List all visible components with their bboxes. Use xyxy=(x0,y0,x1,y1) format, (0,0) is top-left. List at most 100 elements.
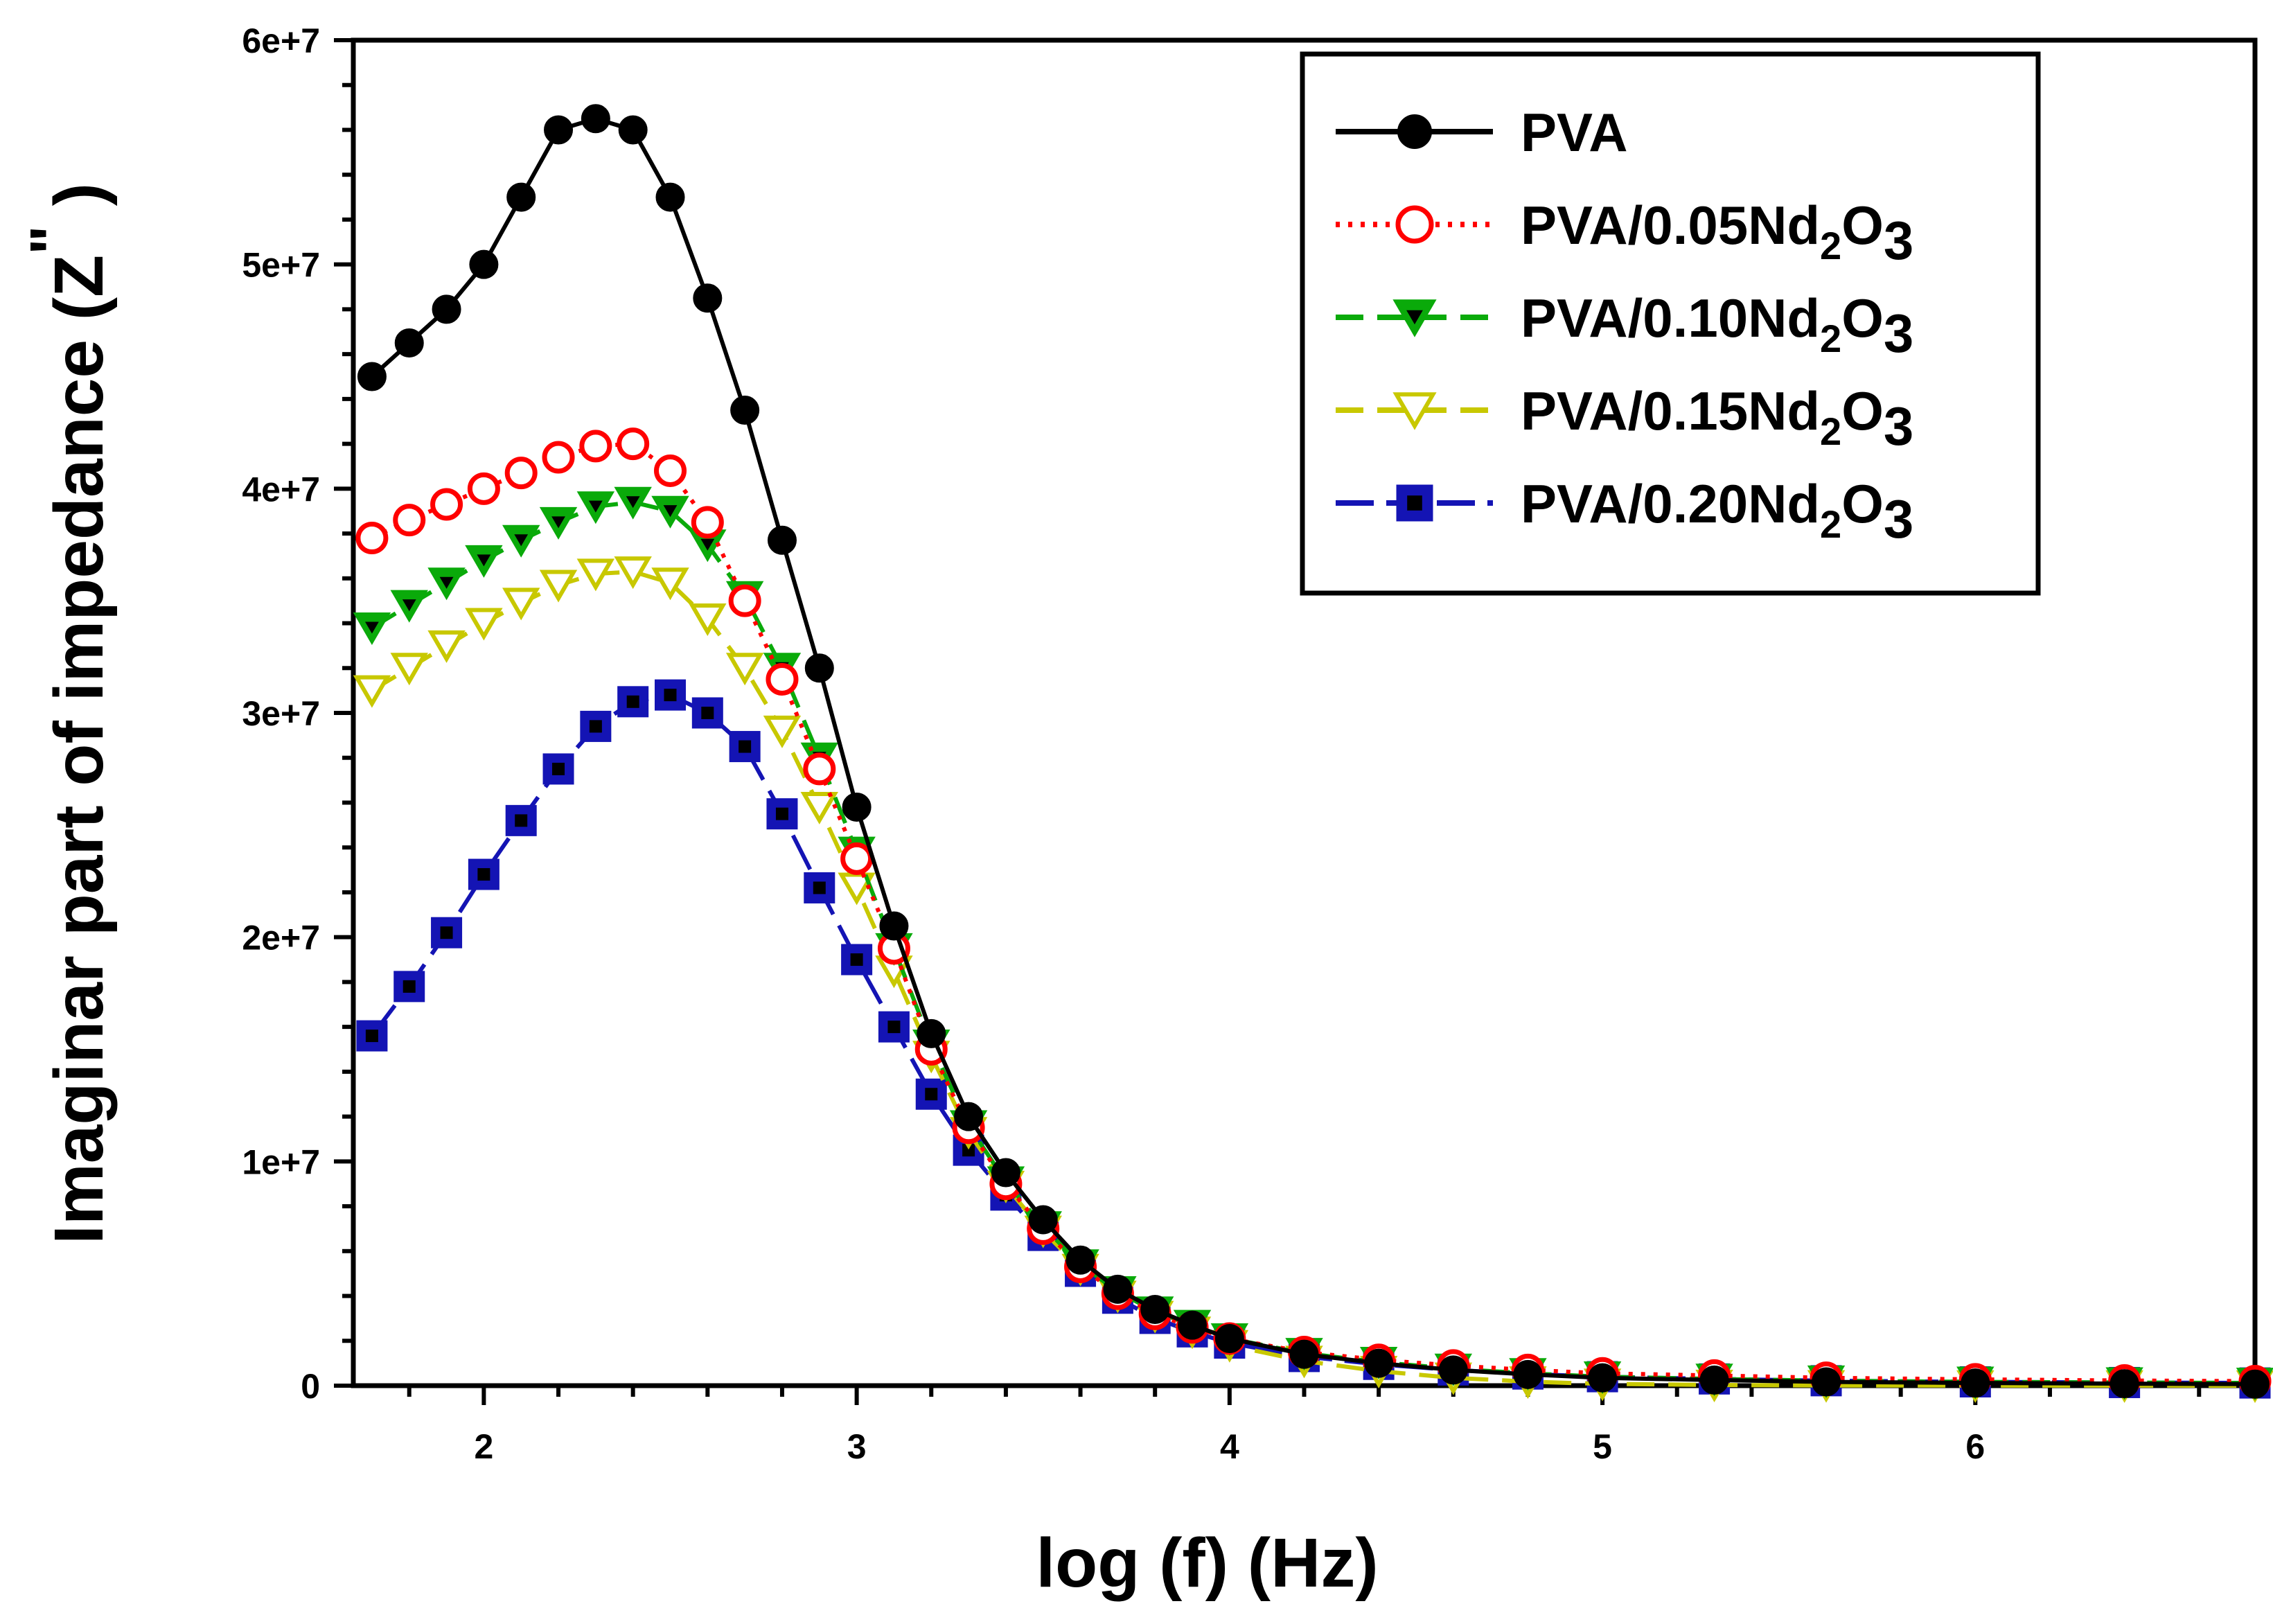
series-line xyxy=(371,570,2256,1388)
legend-label-sub2: 3 xyxy=(1884,396,1913,457)
data-point xyxy=(1214,1324,1244,1354)
data-point-inner xyxy=(887,1021,901,1034)
data-point xyxy=(654,454,687,487)
legend-label: PVA/0.20Nd2O3 xyxy=(1521,473,1913,549)
legend-label-sub2: 3 xyxy=(1884,210,1913,271)
data-point xyxy=(430,488,463,521)
data-point-inner xyxy=(701,707,714,719)
legend-label: PVA/0.05Nd2O3 xyxy=(1521,195,1913,271)
legend-label-sub: 2 xyxy=(1820,317,1841,360)
data-point xyxy=(544,115,574,145)
series-group xyxy=(353,104,2273,1403)
data-point xyxy=(689,603,727,637)
data-point xyxy=(917,1018,946,1048)
data-point xyxy=(991,1158,1020,1188)
data-point xyxy=(1178,1310,1208,1340)
legend-label-main: PVA/0.05Nd xyxy=(1521,195,1820,256)
legend-label: PVA/0.15Nd2O3 xyxy=(1521,380,1913,457)
legend-label-main: PVA/0.15Nd xyxy=(1521,380,1820,441)
data-point-inner xyxy=(589,720,602,733)
data-point-inner xyxy=(403,980,416,993)
legend-label-tail: O xyxy=(1841,380,1884,441)
data-point-inner xyxy=(588,500,603,513)
data-point xyxy=(617,427,650,461)
data-point xyxy=(542,753,574,785)
data-point xyxy=(432,294,461,324)
data-point-inner xyxy=(402,599,416,612)
data-point xyxy=(393,504,426,537)
data-point-inner xyxy=(439,576,454,589)
data-point-inner xyxy=(477,868,490,881)
data-point xyxy=(502,588,540,621)
series-line xyxy=(370,692,2256,1386)
data-point xyxy=(357,362,387,391)
y-tick-label: 6e+7 xyxy=(242,21,320,60)
legend-marker xyxy=(1395,205,1434,244)
legend-item: PVA xyxy=(1336,102,1628,163)
data-point-inner xyxy=(365,621,379,634)
data-point-inner xyxy=(365,1030,378,1043)
legend-label-tail: O xyxy=(1841,195,1884,256)
data-point-inner xyxy=(626,496,640,509)
data-point xyxy=(469,249,499,279)
legend-item: PVA/0.10Nd2O3 xyxy=(1336,288,1913,364)
data-point xyxy=(504,457,538,490)
data-point xyxy=(1140,1294,1170,1324)
data-point-inner xyxy=(738,740,752,753)
data-point-inner xyxy=(477,554,491,567)
data-point xyxy=(467,472,500,505)
data-point xyxy=(506,182,536,212)
legend-item: PVA/0.05Nd2O3 xyxy=(1336,195,1913,271)
legend-label-sub2: 3 xyxy=(1884,488,1913,549)
data-point xyxy=(465,608,503,641)
series-pva-0-20nd2o3 xyxy=(356,679,2271,1399)
series-pva-0-10nd2o3 xyxy=(353,486,2273,1401)
data-point-inner xyxy=(626,695,639,708)
legend-group: PVAPVA/0.05Nd2O3PVA/0.10Nd2O3PVA/0.15Nd2… xyxy=(1300,51,2041,596)
x-axis-title: log (f) (Hz) xyxy=(1036,1524,1378,1602)
y-tick-label: 3e+7 xyxy=(242,694,320,733)
y-axis-title-main: Imaginar part of impedance (Z xyxy=(40,255,118,1244)
data-point-inner xyxy=(551,516,565,529)
data-point xyxy=(2110,1369,2139,1399)
legend-label-main: PVA/0.20Nd xyxy=(1521,473,1820,534)
data-point xyxy=(1588,1363,1618,1393)
data-point xyxy=(804,653,834,683)
data-point xyxy=(842,792,872,822)
series-line xyxy=(370,116,2256,1386)
y-tick-label: 5e+7 xyxy=(242,246,320,285)
data-point-inner xyxy=(962,1144,975,1157)
data-point xyxy=(1438,1355,1468,1385)
data-point-inner xyxy=(700,538,715,551)
data-point xyxy=(1364,1348,1394,1378)
legend-label-tail: O xyxy=(1841,288,1884,348)
data-point xyxy=(1289,1339,1319,1369)
data-point-inner xyxy=(514,534,529,547)
y-axis-title-close: ) xyxy=(40,183,118,225)
data-point xyxy=(353,675,391,708)
x-tick-label: 2 xyxy=(474,1427,493,1466)
data-point xyxy=(655,182,685,212)
y-tick-label: 2e+7 xyxy=(242,919,320,957)
data-point xyxy=(1028,1205,1058,1235)
x-tick-label: 6 xyxy=(1965,1427,1985,1466)
y-tick-label: 4e+7 xyxy=(242,470,320,509)
y-axis-title-double-prime: " xyxy=(18,225,87,255)
legend-item: PVA/0.15Nd2O3 xyxy=(1336,380,1913,457)
data-point xyxy=(427,630,466,663)
data-point-inner xyxy=(850,953,863,967)
series-pva xyxy=(357,104,2270,1399)
series-line xyxy=(371,500,2256,1386)
data-point xyxy=(581,104,610,134)
data-point xyxy=(728,584,761,617)
legend-marker xyxy=(1397,114,1432,149)
x-tick-label: 5 xyxy=(1593,1427,1612,1466)
data-point xyxy=(542,441,575,474)
data-point xyxy=(840,842,874,875)
legend-marker xyxy=(1392,392,1437,430)
data-point-inner xyxy=(664,689,677,702)
data-point xyxy=(954,1102,984,1131)
y-axis-title: Imaginar part of impedance (Z" ) xyxy=(18,183,118,1244)
